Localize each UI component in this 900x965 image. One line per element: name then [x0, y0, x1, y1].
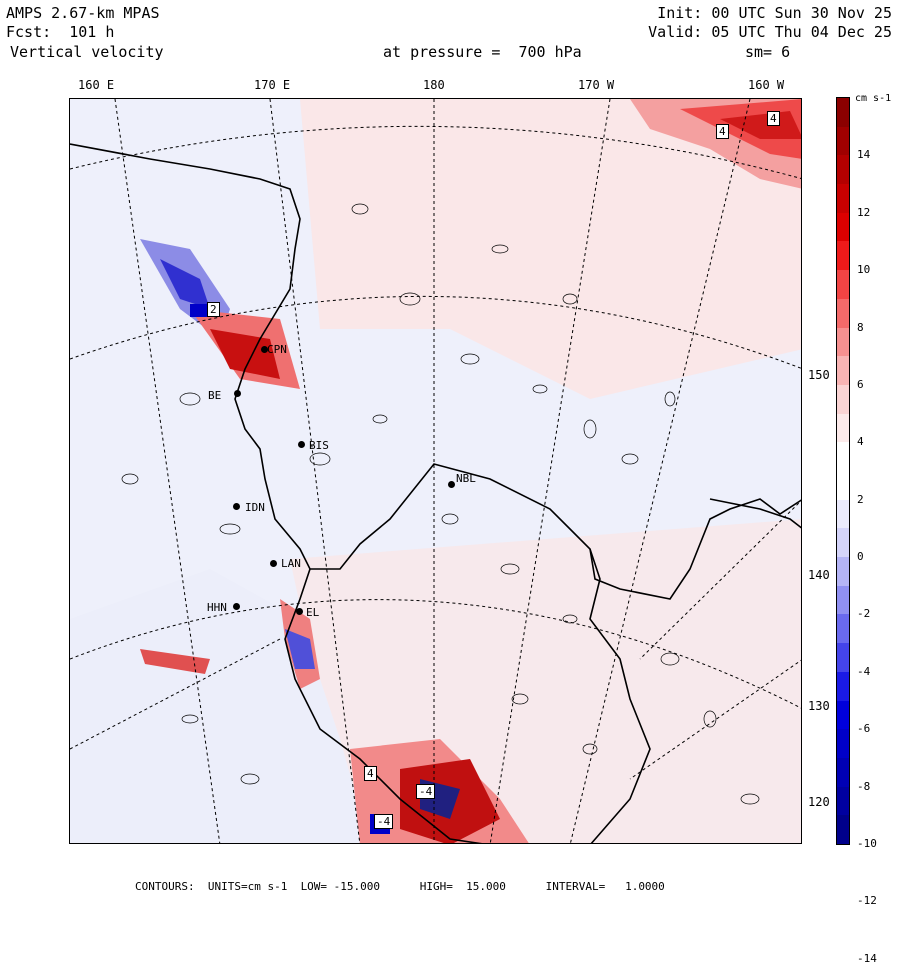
colorbar-tick-label: -6 — [857, 722, 871, 736]
station-idn-marker — [233, 503, 240, 510]
field-name: Vertical velocity — [10, 43, 164, 61]
lon-label-160e: 160 E — [78, 78, 115, 92]
colorbar-tick-label: -14 — [857, 951, 877, 965]
lat-label-140w: 140 W — [808, 568, 845, 582]
colorbar-segment — [837, 212, 849, 242]
colorbar-tick-label: -10 — [857, 837, 877, 850]
station-cpn-label: CPN — [267, 343, 287, 356]
colorbar-tick-label: -2 — [857, 607, 871, 621]
map-panel — [69, 98, 802, 844]
colorbar-segment — [837, 585, 849, 615]
lat-label-150w: 150 W — [808, 368, 845, 382]
colorbar-segment — [837, 671, 849, 702]
pressure-level: at pressure = 700 hPa — [383, 43, 582, 61]
colorbar-unit: cm s-1 — [855, 93, 892, 104]
colorbar-segment — [837, 241, 849, 271]
contour-info-footer: CONTOURS: UNITS=cm s-1 LOW= -15.000 HIGH… — [135, 880, 665, 893]
station-el-label: EL — [306, 606, 320, 619]
colorbar-segment — [837, 356, 849, 386]
colorbar-tick-label: 10 — [857, 263, 871, 277]
forecast-hour: Fcst: 101 h — [6, 23, 115, 41]
colorbar-tick-label: 0 — [857, 550, 864, 564]
colorbar — [836, 97, 850, 845]
contour-label: 2 — [207, 302, 220, 317]
station-bis-marker — [298, 441, 305, 448]
vertical-velocity-field — [70, 99, 801, 843]
station-be-label: BE — [208, 389, 222, 402]
station-lan-marker — [270, 560, 277, 567]
colorbar-segment — [837, 786, 849, 816]
station-hhn-marker — [233, 603, 240, 610]
contour-label: 4 — [767, 111, 780, 126]
station-idn-label: IDN — [245, 501, 265, 514]
smoothing-value: sm= 6 — [745, 43, 791, 61]
station-nbl-label: NBL — [456, 472, 476, 485]
contour-label: -4 — [374, 814, 394, 829]
colorbar-tick-label: -12 — [857, 894, 877, 908]
init-time: Init: 00 UTC Sun 30 Nov 25 — [657, 4, 892, 22]
colorbar-segment — [837, 499, 849, 529]
colorbar-tick-label: 2 — [857, 492, 864, 506]
colorbar-segment — [837, 557, 849, 587]
lat-label-130w: 130 W — [808, 699, 845, 713]
station-bis-label: BIS — [309, 439, 329, 452]
contour-label: -4 — [416, 784, 436, 799]
lon-label-160w: 160 W — [748, 78, 785, 92]
colorbar-tick-label: 12 — [857, 205, 871, 219]
colorbar-segment — [837, 327, 849, 357]
lat-label-120w: 120 W — [808, 795, 845, 809]
colorbar-segment — [837, 98, 849, 128]
colorbar-tick-label: 14 — [857, 148, 871, 162]
valid-time: Valid: 05 UTC Thu 04 Dec 25 — [648, 23, 892, 41]
colorbar-segment — [837, 155, 849, 185]
colorbar-segment — [837, 700, 849, 730]
colorbar-tick-label: 4 — [857, 435, 864, 449]
colorbar-segment — [837, 298, 849, 329]
colorbar-segment — [837, 757, 849, 788]
colorbar-tick-label: 6 — [857, 377, 864, 391]
colorbar-tick-label: -8 — [857, 779, 871, 793]
colorbar-segment — [837, 270, 849, 300]
lon-label-170e: 170 E — [254, 78, 291, 92]
colorbar-segment — [837, 614, 849, 644]
station-lan-label: LAN — [281, 557, 301, 570]
contour-label: 4 — [364, 766, 377, 781]
contour-label: 4 — [716, 124, 729, 139]
lon-label-170w: 170 W — [578, 78, 615, 92]
station-be-marker — [234, 390, 241, 397]
colorbar-tick-label: -4 — [857, 664, 871, 678]
colorbar-tick-label: 8 — [857, 320, 864, 334]
colorbar-segment — [837, 384, 849, 415]
station-hhn-label: HHN — [207, 601, 227, 614]
colorbar-segment — [837, 413, 849, 443]
colorbar-segment — [837, 729, 849, 759]
station-cpn-marker — [261, 346, 268, 353]
colorbar-segment — [837, 126, 849, 156]
colorbar-segment — [837, 528, 849, 558]
colorbar-segment — [837, 471, 849, 501]
model-title: AMPS 2.67-km MPAS — [6, 4, 160, 22]
station-el-marker — [296, 608, 303, 615]
colorbar-segment — [837, 442, 849, 472]
colorbar-segment — [837, 184, 849, 214]
colorbar-segment — [837, 643, 849, 673]
station-nbl-marker — [448, 481, 455, 488]
colorbar-segment — [837, 815, 849, 845]
lon-label-180: 180 — [423, 78, 445, 92]
